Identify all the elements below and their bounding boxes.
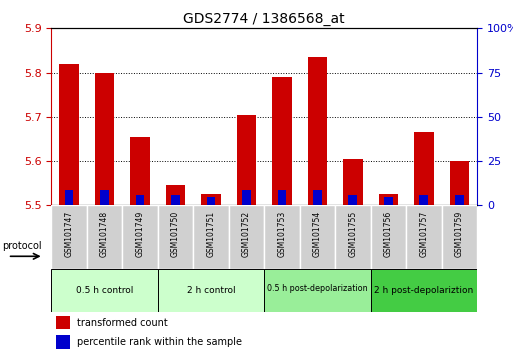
Bar	[193, 205, 229, 269]
Bar	[95, 73, 114, 205]
Text: GSM101757: GSM101757	[419, 210, 428, 257]
Text: GSM101748: GSM101748	[100, 210, 109, 257]
Text: GSM101750: GSM101750	[171, 210, 180, 257]
Bar	[51, 205, 87, 269]
Text: GSM101752: GSM101752	[242, 210, 251, 257]
Bar	[335, 205, 370, 269]
Text: 0.5 h post-depolarization: 0.5 h post-depolarization	[267, 284, 368, 293]
Bar	[379, 194, 398, 205]
Bar	[55, 335, 70, 349]
Bar	[158, 269, 264, 312]
Title: GDS2774 / 1386568_at: GDS2774 / 1386568_at	[183, 12, 345, 26]
Text: GSM101754: GSM101754	[313, 210, 322, 257]
Bar	[272, 77, 292, 205]
Bar	[414, 132, 433, 205]
Bar	[158, 205, 193, 269]
Bar	[166, 185, 185, 205]
Text: protocol: protocol	[3, 241, 42, 251]
Bar	[55, 316, 70, 329]
Bar	[242, 190, 251, 205]
Text: percentile rank within the sample: percentile rank within the sample	[77, 337, 242, 347]
Bar	[370, 205, 406, 269]
Bar	[420, 195, 428, 205]
Text: GSM101755: GSM101755	[348, 210, 358, 257]
Bar	[343, 159, 363, 205]
Bar	[122, 205, 158, 269]
Bar	[60, 64, 79, 205]
Text: transformed count: transformed count	[77, 318, 168, 327]
Text: GSM101756: GSM101756	[384, 210, 393, 257]
Bar	[51, 269, 158, 312]
Text: 2 h post-depolariztion: 2 h post-depolariztion	[374, 286, 473, 295]
Bar	[264, 269, 370, 312]
Bar	[236, 115, 256, 205]
Bar	[449, 161, 469, 205]
Text: 0.5 h control: 0.5 h control	[76, 286, 133, 295]
Bar	[370, 269, 477, 312]
Bar	[207, 197, 215, 205]
Bar	[348, 195, 358, 205]
Text: GSM101749: GSM101749	[135, 210, 145, 257]
Text: GSM101753: GSM101753	[278, 210, 286, 257]
Bar	[455, 195, 464, 205]
Text: GSM101751: GSM101751	[206, 210, 215, 257]
Bar	[171, 195, 180, 205]
Bar	[135, 195, 145, 205]
Bar	[87, 205, 122, 269]
Text: GSM101759: GSM101759	[455, 210, 464, 257]
Text: 2 h control: 2 h control	[187, 286, 235, 295]
Bar	[406, 205, 442, 269]
Bar	[278, 190, 286, 205]
Bar	[300, 205, 335, 269]
Bar	[264, 205, 300, 269]
Bar	[384, 197, 393, 205]
Bar	[100, 190, 109, 205]
Text: GSM101747: GSM101747	[65, 210, 73, 257]
Bar	[308, 57, 327, 205]
Bar	[65, 190, 73, 205]
Bar	[313, 190, 322, 205]
Bar	[201, 194, 221, 205]
Bar	[229, 205, 264, 269]
Bar	[130, 137, 150, 205]
Bar	[442, 205, 477, 269]
